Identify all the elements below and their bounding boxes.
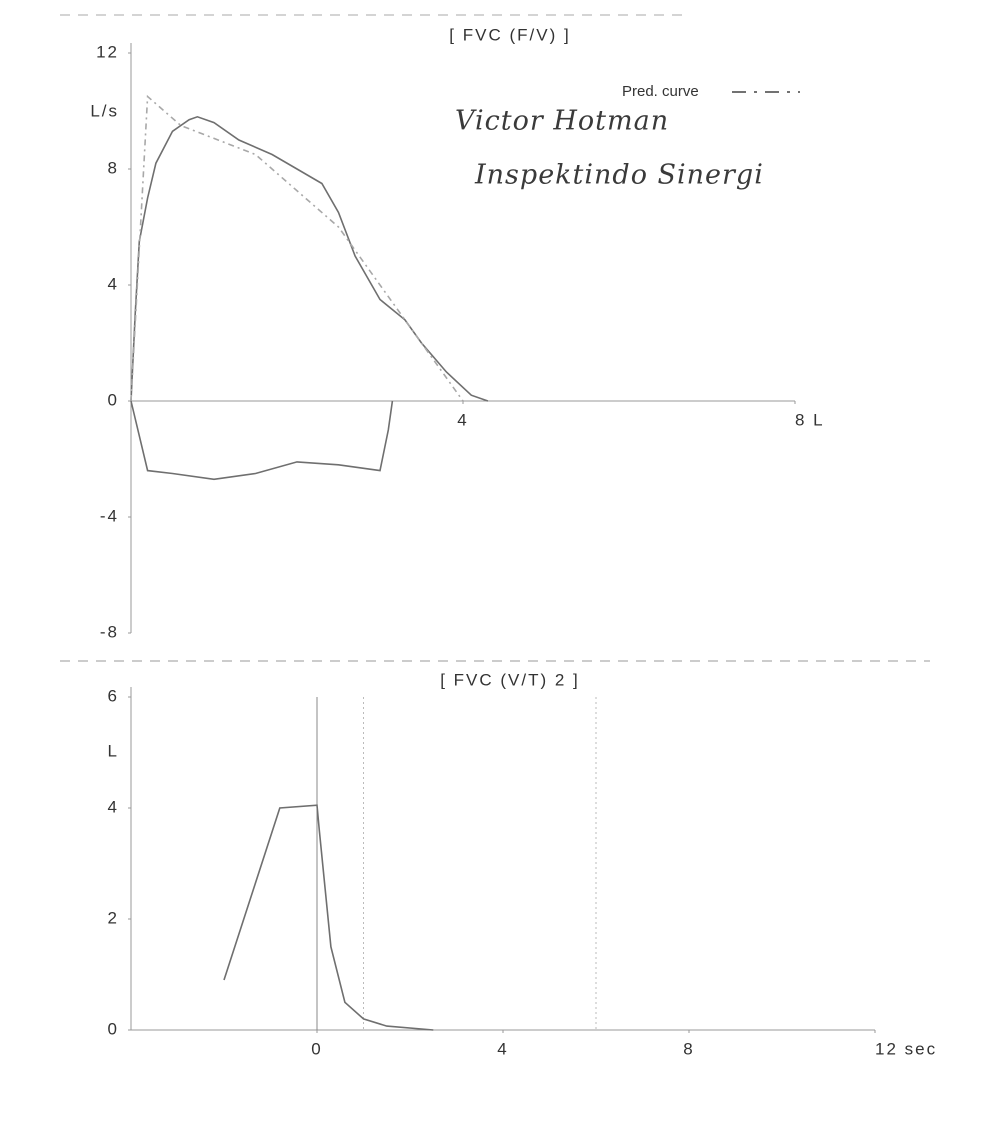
y-tick-label: 4	[108, 797, 119, 816]
y-tick-label: -8	[100, 622, 119, 641]
x-tick-label: 12 sec	[875, 1039, 937, 1058]
y-tick-label: 6	[108, 686, 119, 705]
data-line	[130, 94, 464, 402]
chart-title: [ FVC (V/T) 2 ]	[440, 670, 580, 689]
y-axis-label: L	[108, 741, 119, 760]
handwritten-note: Victor Hotman	[455, 106, 669, 137]
chart-title: [ FVC (F/V) ]	[449, 25, 570, 44]
data-line	[130, 400, 394, 481]
legend-label: Pred. curve	[622, 83, 699, 100]
y-axis-label: L/s	[90, 101, 119, 120]
y-tick-label: 0	[108, 390, 119, 409]
x-tick-label: 8	[683, 1039, 694, 1058]
x-tick-label: 4	[457, 410, 468, 429]
y-tick-label: -4	[100, 506, 119, 525]
y-tick-label: 12	[96, 42, 119, 61]
data-line	[130, 115, 489, 402]
y-tick-label: 0	[108, 1019, 119, 1038]
data-line	[223, 804, 434, 1031]
y-tick-label: 8	[108, 158, 119, 177]
x-tick-label: 0	[311, 1039, 322, 1058]
y-tick-label: 4	[108, 274, 119, 293]
x-tick-label: 8 L	[795, 410, 825, 429]
y-tick-label: 2	[108, 908, 119, 927]
handwritten-note: Inspektindo Sinergi	[474, 160, 764, 191]
x-tick-label: 4	[497, 1039, 508, 1058]
